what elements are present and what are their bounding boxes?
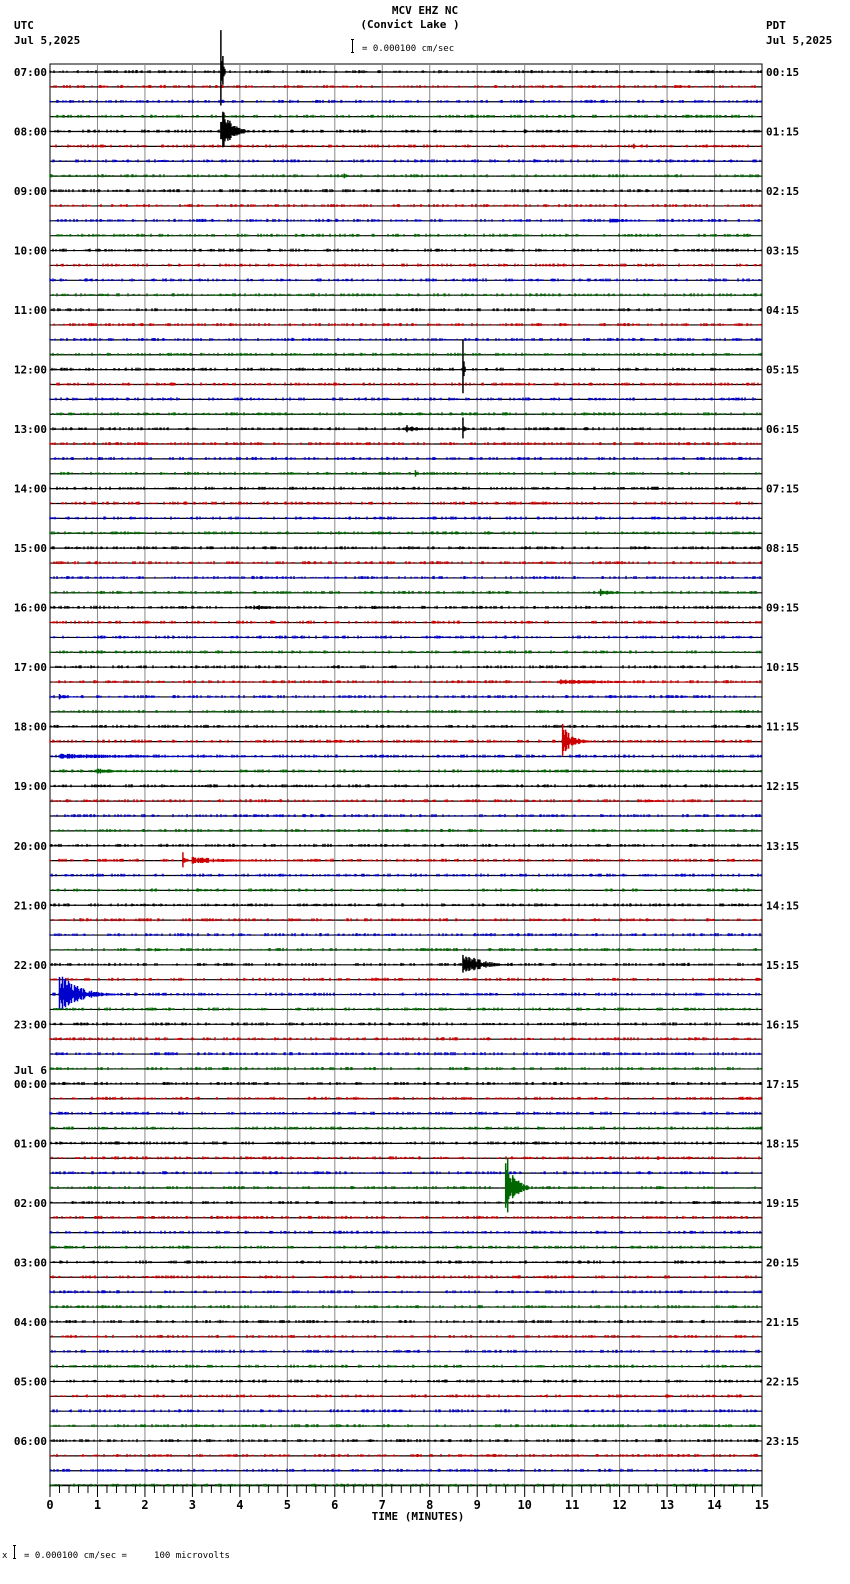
x-tick-label: 8 [426, 1498, 433, 1512]
right-timezone: PDT [766, 19, 786, 32]
pdt-hour-label: 09:15 [766, 602, 799, 615]
pdt-hour-label: 08:15 [766, 542, 799, 555]
pdt-hour-label: 21:15 [766, 1316, 799, 1329]
pdt-hour-label: 12:15 [766, 780, 799, 793]
pdt-hour-label: 20:15 [766, 1256, 799, 1269]
x-tick-label: 10 [517, 1498, 531, 1512]
utc-hour-label: 08:00 [14, 126, 47, 139]
x-tick-label: 9 [474, 1498, 481, 1512]
utc-hour-label: 03:00 [14, 1256, 47, 1269]
footer-scale-prefix: x [2, 1551, 8, 1561]
pdt-hour-label: 05:15 [766, 364, 799, 377]
utc-hour-label: 22:00 [14, 959, 47, 972]
utc-hour-label: 19:00 [14, 780, 47, 793]
footer-scale-note: = 0.000100 cm/sec = 100 microvolts [24, 1551, 230, 1561]
utc-hour-label: 04:00 [14, 1316, 47, 1329]
pdt-hour-label: 18:15 [766, 1137, 799, 1150]
pdt-hour-label: 16:15 [766, 1018, 799, 1031]
date-change-label: Jul 6 [14, 1064, 47, 1077]
utc-hour-label: 21:00 [14, 899, 47, 912]
x-tick-label: 6 [331, 1498, 338, 1512]
utc-hour-label: 07:00 [14, 66, 47, 79]
x-axis-title: TIME (MINUTES) [372, 1510, 465, 1523]
right-date: Jul 5,2025 [766, 34, 833, 47]
x-tick-label: 14 [707, 1498, 721, 1512]
utc-hour-label: 17:00 [14, 661, 47, 674]
station-location: (Convict Lake ) [360, 18, 460, 31]
pdt-hour-label: 17:15 [766, 1078, 799, 1091]
x-tick-label: 2 [141, 1498, 148, 1512]
pdt-hour-label: 13:15 [766, 840, 799, 853]
utc-hour-label: 09:00 [14, 185, 47, 198]
x-tick-label: 15 [755, 1498, 769, 1512]
pdt-hour-label: 00:15 [766, 66, 799, 79]
pdt-hour-label: 04:15 [766, 304, 799, 317]
pdt-hour-label: 19:15 [766, 1197, 799, 1210]
left-date: Jul 5,2025 [14, 34, 81, 47]
pdt-hour-label: 03:15 [766, 245, 799, 258]
utc-hour-label: 23:00 [14, 1018, 47, 1031]
x-tick-label: 4 [236, 1498, 243, 1512]
utc-hour-label: 05:00 [14, 1375, 47, 1388]
pdt-hour-label: 02:15 [766, 185, 799, 198]
utc-hour-label: 01:00 [14, 1137, 47, 1150]
x-tick-label: 5 [284, 1498, 291, 1512]
x-tick-label: 0 [46, 1498, 53, 1512]
x-tick-label: 11 [565, 1498, 579, 1512]
x-tick-label: 12 [612, 1498, 626, 1512]
pdt-hour-label: 22:15 [766, 1375, 799, 1388]
utc-hour-label: 12:00 [14, 364, 47, 377]
left-timezone: UTC [14, 19, 34, 32]
pdt-hour-label: 15:15 [766, 959, 799, 972]
utc-hour-label: 20:00 [14, 840, 47, 853]
station-title: MCV EHZ NC [391, 4, 459, 17]
scale-label: = 0.000100 cm/sec [362, 44, 455, 54]
utc-hour-label: 15:00 [14, 542, 47, 555]
pdt-hour-label: 10:15 [766, 661, 799, 674]
pdt-hour-label: 06:15 [766, 423, 799, 436]
pdt-hour-label: 23:15 [766, 1435, 799, 1448]
utc-hour-label: 13:00 [14, 423, 47, 436]
footer-scale-bar-icon [13, 1545, 16, 1559]
pdt-hour-label: 11:15 [766, 721, 799, 734]
utc-hour-label: 00:00 [14, 1078, 47, 1091]
utc-hour-label: 11:00 [14, 304, 47, 317]
utc-hour-label: 18:00 [14, 721, 47, 734]
x-tick-label: 1 [94, 1498, 101, 1512]
x-tick-label: 7 [379, 1498, 386, 1512]
x-tick-label: 3 [189, 1498, 196, 1512]
utc-hour-label: 16:00 [14, 602, 47, 615]
scale-bar-icon [351, 39, 354, 53]
pdt-hour-label: 01:15 [766, 126, 799, 139]
x-tick-label: 13 [660, 1498, 674, 1512]
pdt-hour-label: 14:15 [766, 899, 799, 912]
pdt-hour-label: 07:15 [766, 483, 799, 496]
utc-hour-label: 02:00 [14, 1197, 47, 1210]
utc-hour-label: 14:00 [14, 483, 47, 496]
utc-hour-label: 10:00 [14, 245, 47, 258]
utc-hour-label: 06:00 [14, 1435, 47, 1448]
